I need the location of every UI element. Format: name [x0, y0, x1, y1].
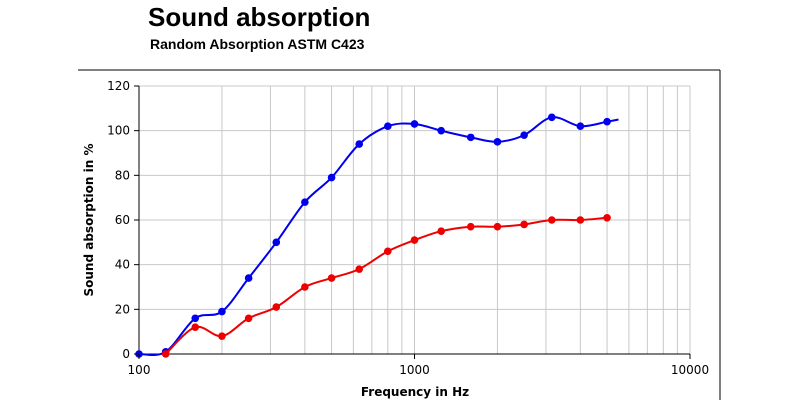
series-1-line	[138, 116, 619, 356]
series-2-point	[576, 216, 585, 224]
series-1-point	[466, 133, 475, 142]
series-1-point	[437, 126, 445, 135]
series-2-point	[520, 220, 528, 229]
series-2-point	[301, 283, 309, 291]
series-1-point	[191, 314, 200, 323]
series-1-point	[384, 122, 392, 130]
y-tick-label: 0	[122, 347, 130, 361]
x-tick-label: 10000	[671, 363, 709, 377]
series-2-point	[603, 213, 611, 222]
series-2-point	[272, 303, 281, 311]
y-tick-label: 20	[115, 302, 130, 316]
series-1-point	[410, 120, 419, 128]
series-1-point	[244, 274, 253, 282]
series-1-point	[576, 122, 585, 130]
series-2-point	[244, 314, 253, 323]
series-2-point	[547, 216, 556, 224]
series-layer	[135, 113, 619, 358]
series-2-point	[384, 247, 392, 256]
series-2-point	[327, 274, 336, 282]
series-2-point	[355, 265, 364, 273]
series-2-point	[191, 323, 200, 332]
series-2-point	[466, 222, 475, 231]
x-tick-label: 100	[128, 363, 151, 377]
series-2-point	[161, 350, 170, 358]
y-tick-label: 40	[115, 258, 130, 272]
series-1-point	[272, 238, 281, 247]
series-1-point	[355, 140, 364, 148]
y-tick-label: 80	[115, 168, 130, 182]
series-1-point	[603, 117, 611, 126]
series-1-point	[547, 113, 556, 122]
y-tick-label: 100	[107, 124, 130, 138]
series-1-point	[301, 198, 309, 206]
y-axis-label: Sound absorption in %	[82, 144, 96, 297]
series-2-point	[437, 227, 445, 235]
series-2-point	[410, 236, 419, 244]
series-1-point	[327, 173, 336, 182]
x-axis-label: Frequency in Hz	[361, 385, 469, 399]
series-2-point	[493, 222, 502, 231]
series-2-line	[165, 216, 608, 355]
series-1-point	[520, 131, 528, 139]
chart-title: Sound absorption	[148, 2, 371, 32]
x-tick-label: 1000	[399, 363, 430, 377]
y-tick-label: 120	[107, 79, 130, 93]
tick-labels: 0 20 40 60 80 100 120 100 1000 10000	[107, 79, 709, 377]
series-2-point	[218, 332, 226, 340]
y-tick-label: 60	[115, 213, 130, 227]
axes	[78, 69, 721, 400]
chart-subtitle: Random Absorption ASTM C423	[150, 36, 365, 52]
series-1-point	[218, 307, 226, 316]
series-1-point	[493, 138, 502, 146]
